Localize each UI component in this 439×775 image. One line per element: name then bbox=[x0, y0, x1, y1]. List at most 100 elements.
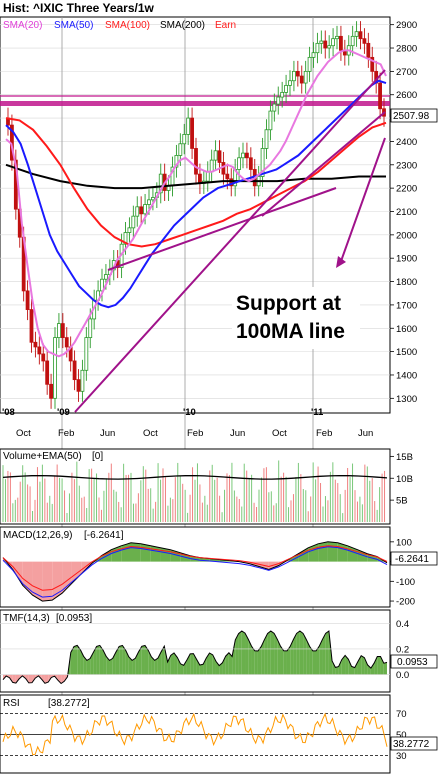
annotation-line-1: Support at bbox=[236, 292, 341, 315]
month-label-feb: Feb bbox=[187, 428, 203, 439]
tmf-fill-segment bbox=[341, 655, 346, 675]
support-band bbox=[0, 101, 390, 106]
tmf-fill-segment bbox=[151, 656, 155, 675]
candle-up bbox=[100, 278, 104, 292]
macd-axis: 1000-100-200 bbox=[390, 537, 415, 608]
tmf-fill-segment bbox=[335, 666, 339, 675]
month-axis: Oct Feb Jun Oct Feb Jun Oct Feb Jun bbox=[16, 428, 373, 439]
candle-down bbox=[194, 148, 198, 175]
candle-down bbox=[339, 35, 343, 51]
candle-down bbox=[299, 75, 304, 84]
candle-up bbox=[237, 157, 241, 170]
candle-up bbox=[288, 80, 292, 86]
candle-down bbox=[45, 360, 50, 385]
tmf-fill-segment bbox=[164, 646, 168, 675]
macd-fill-segment bbox=[52, 561, 63, 601]
macd-fill-segment bbox=[327, 541, 338, 562]
price-tick-label: 2400 bbox=[396, 137, 417, 148]
tmf-fill-segment bbox=[15, 674, 20, 684]
tmf-fill-segment bbox=[154, 658, 158, 675]
macd-fill-segment bbox=[318, 541, 328, 562]
candle-up bbox=[260, 148, 265, 177]
tmf-fill-segment bbox=[170, 652, 175, 675]
rsi-panel-frame bbox=[0, 694, 391, 774]
arrow-head bbox=[336, 256, 346, 268]
tmf-fill-segment bbox=[138, 646, 142, 675]
price-gridlines bbox=[0, 24, 390, 399]
tmf-fill-segment bbox=[248, 639, 252, 675]
tmf-fill-segment bbox=[128, 656, 133, 675]
volume-bars bbox=[2, 460, 386, 522]
tmf-fill-segment bbox=[115, 646, 120, 675]
tmf-fill-segment bbox=[338, 659, 342, 675]
year-label-08: '08 bbox=[2, 407, 15, 418]
candle-up bbox=[88, 318, 93, 339]
tmf-fill-segment bbox=[70, 646, 74, 675]
candle-down bbox=[60, 323, 65, 339]
month-label-jun: Jun bbox=[230, 428, 245, 439]
macd-last-tag bbox=[390, 551, 438, 566]
candle-down bbox=[248, 157, 253, 170]
tmf-fill-segment bbox=[251, 646, 255, 675]
candle-down bbox=[362, 38, 367, 44]
tmf-fill-segment bbox=[293, 633, 297, 675]
macd-fill-segment bbox=[22, 561, 33, 596]
volume-ema-line bbox=[2, 474, 388, 480]
last-price-value: 2507.98 bbox=[393, 111, 430, 122]
sma200-line bbox=[5, 163, 386, 190]
tmf-fill-segment bbox=[77, 645, 81, 675]
rsi-tick-label: 30 bbox=[396, 751, 407, 762]
candle-up bbox=[205, 171, 210, 182]
candle-up bbox=[284, 84, 288, 93]
tmf-fill-segment bbox=[73, 645, 78, 675]
candle-up bbox=[182, 134, 187, 145]
candle-down bbox=[358, 31, 363, 40]
candle-down bbox=[76, 379, 81, 392]
rsi-last-value: 38.2772 bbox=[393, 739, 430, 750]
macd-fill-segment bbox=[140, 543, 151, 562]
tmf-fill-segment bbox=[235, 633, 239, 675]
price-tick-label: 2000 bbox=[396, 230, 417, 241]
month-label-oct: Oct bbox=[16, 428, 31, 439]
tmf-fill-segment bbox=[380, 656, 384, 675]
candle-up bbox=[178, 143, 183, 156]
candle-down bbox=[49, 383, 53, 399]
candle-down bbox=[64, 337, 69, 348]
tmf-fill-segment bbox=[345, 655, 349, 675]
tmf-fill-segment bbox=[322, 633, 326, 675]
trendline-mid-support bbox=[107, 187, 337, 271]
tmf-fill-segment bbox=[106, 656, 110, 675]
price-tick-label: 1800 bbox=[396, 277, 417, 288]
macd-fill-segment bbox=[131, 542, 141, 562]
price-tick-label: 2700 bbox=[396, 67, 417, 78]
candle-up bbox=[268, 110, 273, 131]
rsi-last-tag bbox=[390, 736, 438, 751]
legend-sma100: SMA(100) bbox=[105, 20, 150, 31]
tmf-fill-segment bbox=[364, 657, 368, 675]
tmf-fill-segment bbox=[270, 630, 275, 675]
rsi-label-value: [38.2772] bbox=[48, 698, 90, 709]
tmf-fill-segment bbox=[290, 639, 294, 675]
tmf-fill-segment bbox=[25, 674, 29, 683]
candle-down bbox=[366, 42, 371, 58]
candle-up bbox=[84, 337, 89, 371]
tmf-fill-segment bbox=[199, 664, 204, 675]
price-tick-label: 2800 bbox=[396, 44, 417, 55]
candle-up bbox=[307, 56, 312, 72]
tmf-fill-segment bbox=[370, 663, 375, 675]
legend: SMA(20) SMA(50) SMA(100) SMA(200) Earn bbox=[3, 20, 236, 31]
tmf-fill-segment bbox=[299, 630, 304, 675]
tmf-fill-segment bbox=[99, 645, 104, 675]
month-label-feb: Feb bbox=[58, 428, 74, 439]
price-tick-label: 2900 bbox=[396, 20, 417, 31]
annotation-line-2: 100MA line bbox=[236, 320, 345, 343]
candle-down bbox=[221, 162, 226, 175]
tmf-tick-label: 0.4 bbox=[396, 619, 409, 630]
tmf-fill-segment bbox=[309, 646, 313, 675]
candle-up bbox=[209, 159, 214, 173]
tmf-fill-segment bbox=[57, 674, 62, 684]
candle-down bbox=[245, 152, 249, 159]
tmf-axis: 0.4 0.2 0.0 bbox=[0, 619, 409, 681]
candle-down bbox=[295, 70, 300, 77]
candle-up bbox=[158, 173, 163, 194]
